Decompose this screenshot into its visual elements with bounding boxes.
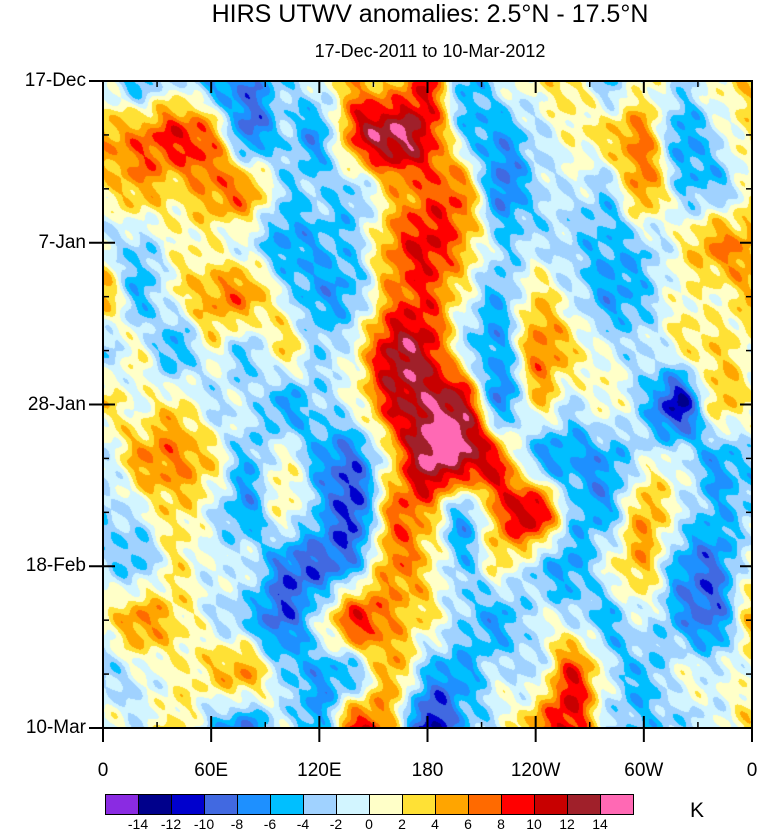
y-tick-label: 17-Dec <box>24 70 86 91</box>
y-tick-label: 18-Feb <box>25 555 86 577</box>
plot-area <box>103 81 752 728</box>
colorbar-swatch <box>568 795 601 814</box>
colorbar-label: -12 <box>160 816 182 832</box>
colorbar <box>105 794 634 815</box>
colorbar-swatch <box>304 795 337 814</box>
colorbar-label: -14 <box>127 816 149 832</box>
colorbar-label: 12 <box>559 816 575 832</box>
colorbar-swatch <box>139 795 172 814</box>
colorbar-label: 6 <box>464 816 472 832</box>
colorbar-label: 14 <box>592 816 608 832</box>
colorbar-label: 8 <box>497 816 505 832</box>
x-tick-label: 60E <box>194 760 229 781</box>
colorbar-swatch <box>238 795 271 814</box>
colorbar-label: 4 <box>431 816 439 832</box>
colorbar-units: K <box>690 799 705 822</box>
y-tick-label: 10-Mar <box>25 717 86 738</box>
colorbar-label: -10 <box>193 816 215 832</box>
x-tick-label: 0 <box>97 760 109 781</box>
colorbar-swatch <box>271 795 304 814</box>
colorbar-label: 10 <box>526 816 542 832</box>
x-tick-label: 180 <box>411 760 444 781</box>
colorbar-swatch <box>403 795 436 814</box>
colorbar-swatch <box>370 795 403 814</box>
y-tick-label: 7-Jan <box>38 231 86 253</box>
colorbar-label: -2 <box>329 816 343 832</box>
colorbar-swatch <box>106 795 139 814</box>
colorbar-swatch <box>205 795 238 814</box>
x-tick-label: 120E <box>297 760 342 781</box>
chart-subtitle: 17-Dec-2011 to 10-Mar-2012 <box>314 41 546 61</box>
colorbar-swatch <box>535 795 568 814</box>
colorbar-swatch <box>469 795 502 814</box>
colorbar-swatch <box>337 795 370 814</box>
x-tick-label: 0 <box>746 760 758 781</box>
plot-border <box>102 80 753 729</box>
colorbar-swatch <box>172 795 205 814</box>
colorbar-label: -8 <box>230 816 244 832</box>
colorbar-label: 2 <box>398 816 406 832</box>
anomaly-field <box>103 81 752 728</box>
colorbar-label: -4 <box>296 816 310 832</box>
chart-title: HIRS UTWV anomalies: 2.5°N - 17.5°N <box>211 0 649 28</box>
colorbar-label: -6 <box>263 816 277 832</box>
x-tick-label: 120W <box>510 760 561 781</box>
x-tick-label: 60W <box>624 760 664 781</box>
colorbar-swatch <box>601 795 633 814</box>
colorbar-label: 0 <box>365 816 373 832</box>
colorbar-swatch <box>502 795 535 814</box>
y-tick-label: 28-Jan <box>27 393 86 415</box>
colorbar-swatch <box>436 795 469 814</box>
